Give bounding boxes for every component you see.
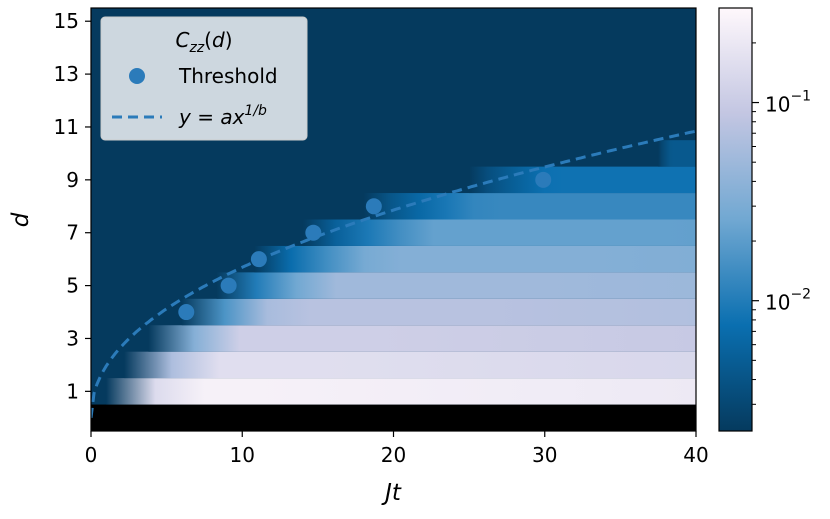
legend-line-y: y [178,105,192,129]
threshold-point [535,171,552,188]
heatmap-row-d9 [469,166,696,194]
y-tick-label: 1 [66,379,79,403]
colorbar-tick-label: 10−1 [765,89,811,117]
heatmap-row-d2 [124,351,696,379]
heatmap-row-d10 [658,140,696,167]
heatmap-row-d4 [181,298,696,326]
y-tick-label: 3 [66,326,79,350]
colorbar-tick-label: 10−2 [765,287,811,315]
threshold-point [365,198,382,215]
colorbar-frame [718,7,753,432]
legend-box [100,16,308,141]
legend-title-arg: (d) [204,28,232,52]
legend-title-sub: zz [188,40,204,56]
heatmap-row-d1 [106,378,696,405]
legend-title-main: C [176,28,190,52]
x-axis: 0 10 20 30 40 [85,431,709,467]
legend-line-eq: = [191,105,220,129]
legend-title: Czz(d) [176,28,233,56]
y-tick-label: 7 [66,221,79,245]
legend-scatter-label: Threshold [178,64,278,88]
legend-line-ax: ax [220,105,244,129]
legend-scatter-marker [129,68,145,84]
threshold-point [220,277,237,294]
heatmap [91,8,696,431]
heatmap-row-d3 [148,325,696,352]
x-tick-label: 40 [683,443,708,467]
y-tick-label: 9 [66,168,79,192]
y-tick-label: 5 [66,274,79,298]
fit-curve [91,129,696,418]
x-axis-label: Jt [381,480,402,506]
threshold-point [250,251,267,268]
colorbar-fill [719,8,752,431]
x-tick-label: 0 [85,443,98,467]
fit-curve-layer [91,129,696,418]
heatmap-row-d6 [254,245,696,273]
legend: Czz(d) Threshold y = ax1/b [100,16,308,141]
heatmap-row-d5 [216,272,696,299]
colorbar-ticks: 10−1 10−2 [752,42,811,405]
threshold-point [178,304,195,321]
y-tick-label: 15 [54,9,79,33]
y-tick-label: 11 [54,115,79,139]
legend-line-exp: 1/b [244,103,267,119]
legend-line-label: y = ax1/b [178,103,267,129]
heatmap-row-d7 [302,219,696,246]
x-tick-label: 10 [230,443,255,467]
x-tick-label: 30 [532,443,557,467]
y-axis-label: d [8,212,34,227]
y-tick-label: 13 [54,62,79,86]
threshold-points [178,171,552,321]
colorbar: 10−1 10−2 [718,7,811,432]
heatmap-row-d0 [91,404,696,431]
threshold-point [305,224,322,241]
heatmap-row-d8 [363,193,696,220]
x-tick-label: 20 [381,443,406,467]
